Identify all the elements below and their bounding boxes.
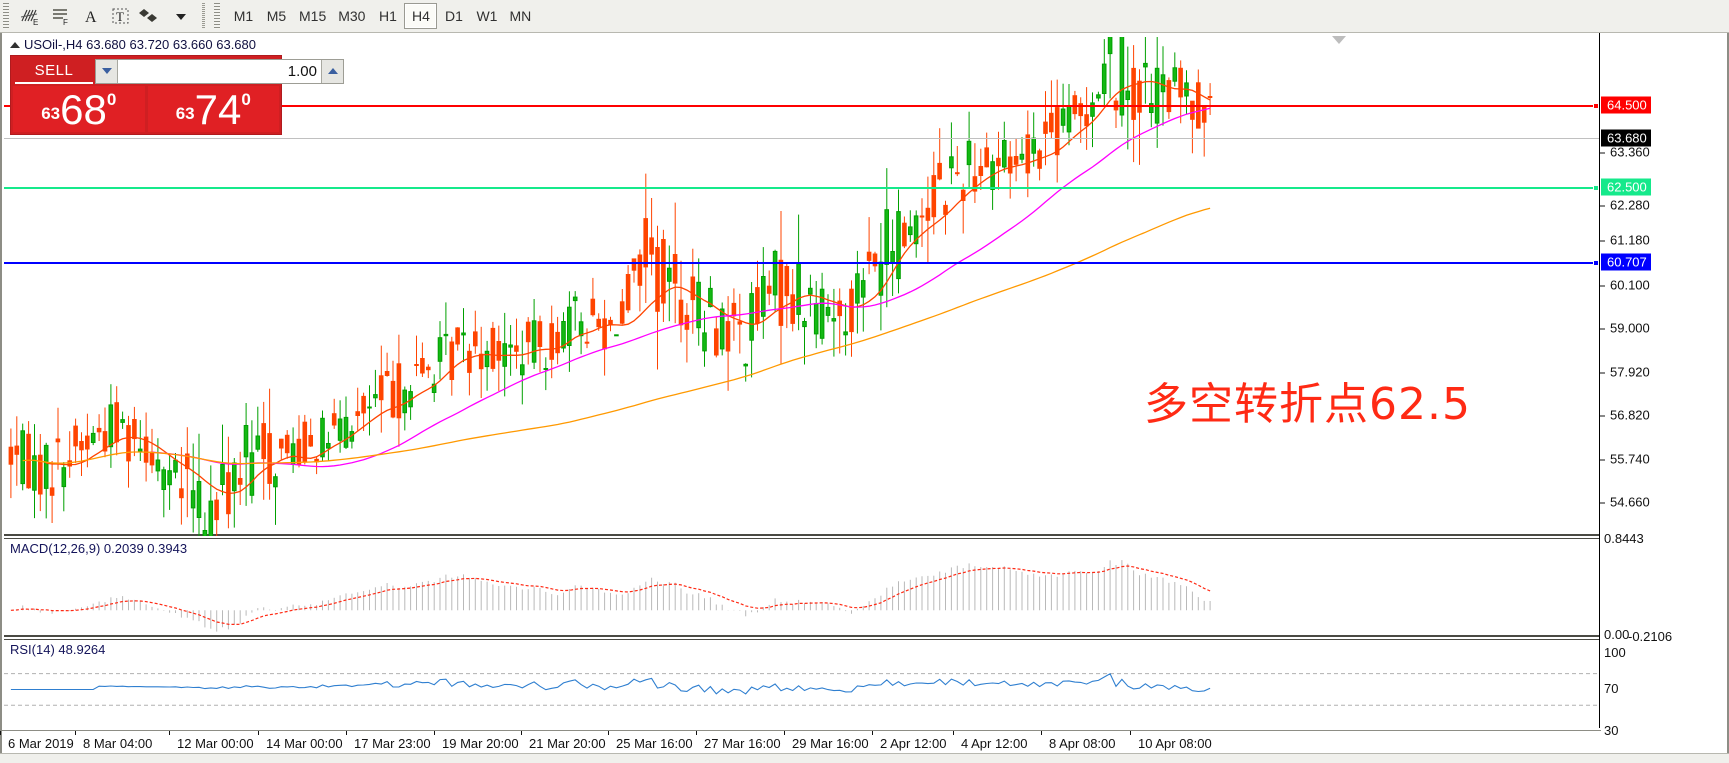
timeframe-mn[interactable]: MN [509,8,532,24]
price-tick: 61.180 [1600,233,1650,248]
time-tick: 19 Mar 20:00 [434,731,519,751]
text-tool-icon[interactable]: A [76,1,106,31]
chart-top-marker [1332,36,1346,44]
chart-title: USOil-,H4 63.680 63.720 63.660 63.680 [24,37,257,52]
price-tick: 59.000 [1600,321,1650,336]
svg-text:E: E [33,18,38,27]
price-pane[interactable]: 多空转折点62.5 [4,37,1599,536]
trade-panel-top-row: SELL BUY [11,56,424,86]
chevron-down-icon [101,68,112,74]
trade-panel-prices: 63 68 0 63 74 0 [11,86,281,134]
price-label-62.500: 62.500 [1601,178,1651,196]
buy-price-big: 74 [194,86,242,133]
time-tick: 29 Mar 16:00 [784,731,869,751]
support-line[interactable] [4,260,1599,266]
main-toolbar: E F A T M1 M [0,0,1729,33]
price-chart-svg [8,37,1213,536]
sell-price-big: 68 [60,86,107,133]
price-tick: 63.360 [1600,145,1650,160]
price-tick: 57.920 [1600,365,1650,380]
pivot-line[interactable] [4,185,1599,191]
sell-button[interactable]: SELL [15,59,93,84]
level-handle[interactable] [1593,185,1599,191]
volume-decrement-button[interactable] [96,59,118,83]
rsi-scale-100: 100 [1604,645,1626,660]
macd-scale-mid: 0.00 [1604,627,1630,642]
plot-area[interactable]: 多空转折点62.5 MACD(12,26,9) 0.2039 0.3943 RS… [2,33,1603,728]
buy-price-sup: 0 [241,90,251,109]
chevron-up-icon [327,68,338,74]
time-tick: 4 Apr 12:00 [953,731,1028,751]
timeframe-w1[interactable]: W1 [476,8,498,24]
sell-price-sup: 0 [106,90,117,109]
templates-icon[interactable]: F [46,1,76,31]
price-label-60.707: 60.707 [1601,253,1651,271]
price-axis[interactable]: 63.360 62.280 61.180 60.100 59.000 57.920 56.8… [1599,33,1727,738]
time-tick: 10 Apr 08:00 [1130,731,1212,751]
objects-icon[interactable] [136,1,166,31]
time-tick: 2 Apr 12:00 [872,731,947,751]
status-bar [0,753,1729,763]
rsi-label: RSI(14) 48.9264 [10,642,106,657]
time-tick: 12 Mar 00:00 [169,731,254,751]
toolbar-grip[interactable] [3,3,9,29]
sell-price[interactable]: 63 68 0 [13,86,145,132]
time-tick: 8 Apr 08:00 [1041,731,1116,751]
resistance-line[interactable] [4,103,1599,109]
rsi-scale-30: 30 [1604,723,1619,738]
timeframe-h4[interactable]: H4 [404,3,438,29]
collapse-arrow-icon[interactable] [10,42,20,48]
price-label-63.680: 63.680 [1601,129,1651,147]
macd-label: MACD(12,26,9) 0.2039 0.3943 [10,541,188,556]
price-tick: 62.280 [1600,198,1650,213]
volume-increment-button[interactable] [321,59,343,83]
time-tick: 21 Mar 20:00 [521,731,606,751]
buy-price[interactable]: 63 74 0 [147,86,279,133]
macd-pane[interactable]: MACD(12,26,9) 0.2039 0.3943 [4,538,1599,637]
current-price-line[interactable] [4,138,1599,139]
timeframe-m1[interactable]: M1 [233,8,254,24]
volume-input[interactable] [118,62,321,80]
svg-text:A: A [85,9,97,26]
price-tick: 56.820 [1600,408,1650,423]
macd-scale-top: 0.8443 [1604,531,1644,546]
time-tick: 14 Mar 00:00 [258,731,343,751]
price-tick: 55.740 [1600,452,1650,467]
buy-button[interactable]: BUY [346,59,424,84]
indicators-icon[interactable]: E [16,1,46,31]
rsi-scale-70: 70 [1604,681,1619,696]
timeframe-m5[interactable]: M5 [266,8,287,24]
time-tick: 27 Mar 16:00 [696,731,781,751]
time-tick: 6 Mar 2019 [0,731,74,751]
svg-text:T: T [116,9,124,24]
macd-svg [10,560,1211,632]
level-handle[interactable] [1593,103,1599,109]
price-tick: 54.660 [1600,495,1650,510]
text-label-icon[interactable]: T [106,1,136,31]
one-click-trading-panel[interactable]: SELL BUY 63 68 0 63 74 0 [10,55,424,135]
time-tick: 8 Mar 04:00 [74,731,153,751]
timeframe-h1[interactable]: H1 [379,8,397,24]
macd-scale-bot: -0.2106 [1628,629,1673,644]
timeframe-m30[interactable]: M30 [338,8,366,24]
chart-annotation: 多空转折点62.5 [1144,379,1471,430]
timeframe-grip[interactable] [214,3,220,29]
price-tick: 60.100 [1600,278,1650,293]
toolbar-separator [202,3,205,29]
rsi-svg [4,673,1603,706]
svg-text:F: F [63,18,68,27]
time-tick: 25 Mar 16:00 [608,731,693,751]
sell-price-prefix: 63 [41,104,61,123]
timeframe-m15[interactable]: M15 [299,8,327,24]
volume-stepper[interactable] [95,58,344,84]
timeframe-d1[interactable]: D1 [445,8,463,24]
objects-dropdown-icon[interactable] [166,1,196,31]
buy-price-prefix: 63 [175,104,195,123]
chart-window: USOil-,H4 63.680 63.720 63.660 63.680 多空… [0,33,1729,763]
time-tick: 17 Mar 23:00 [346,731,431,751]
rsi-pane[interactable]: RSI(14) 48.9264 [4,639,1603,726]
price-label-64.500: 64.500 [1601,96,1651,114]
timeframe-bar: M1 M5 M15 M30 H1 H4 D1 W1 MN [227,3,537,29]
level-handle[interactable] [1593,260,1599,266]
